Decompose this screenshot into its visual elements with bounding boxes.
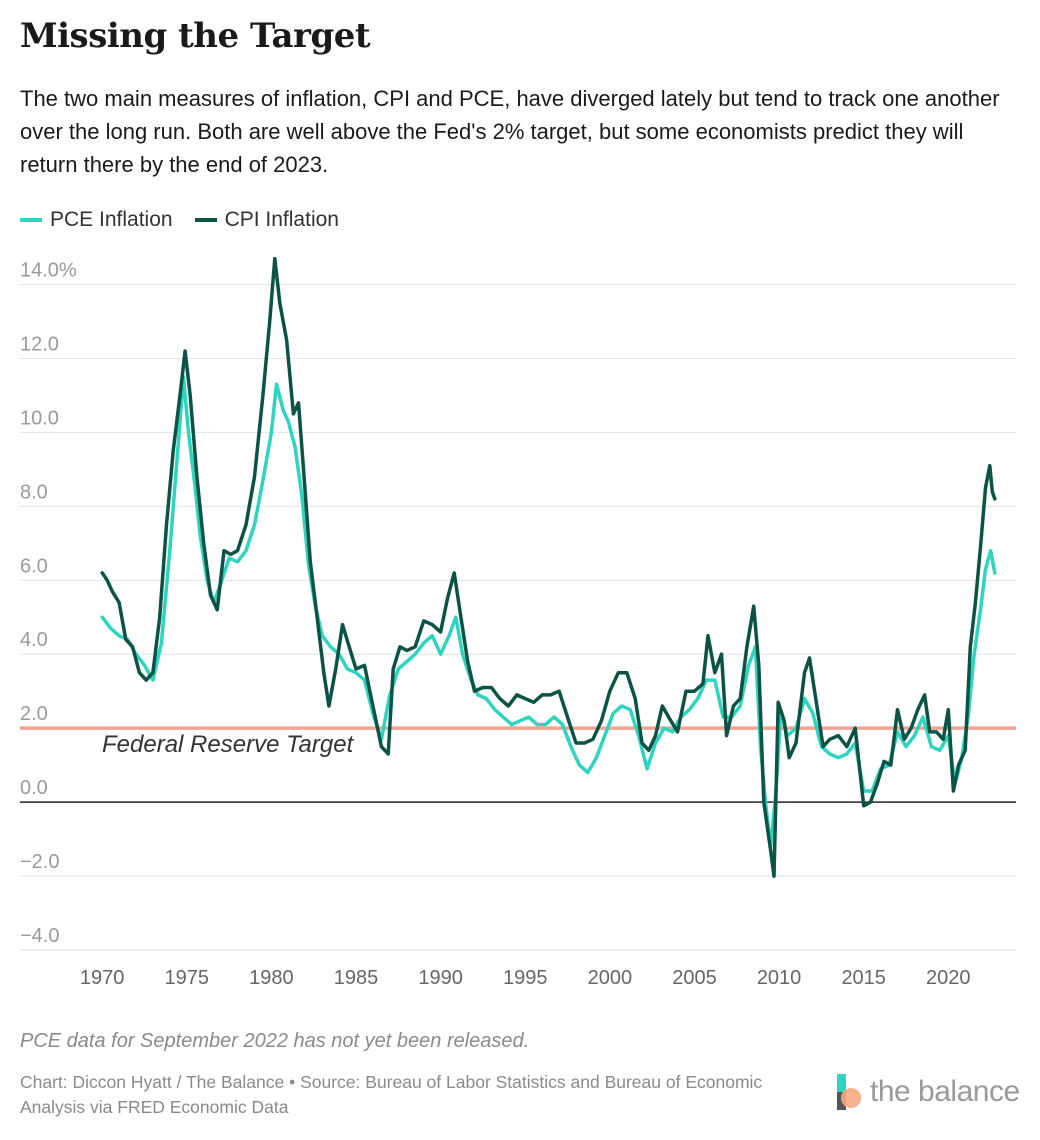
legend: PCE Inflation CPI Inflation [20,208,361,232]
inflation-line-chart: 14.0% 12.0 10.0 8.0 6.0 4.0 2.0 0.0 −2.0 −4.0 1970… [20,256,1016,989]
x-tick-label: 1990 [418,967,463,989]
pce-swatch [20,218,42,222]
x-tick-label: 1980 [249,967,294,989]
y-tick-label: 4.0 [20,629,48,651]
x-tick-label: 2000 [588,967,633,989]
y-tick-label: 8.0 [20,481,48,503]
y-tick-label: 14.0% [20,259,77,281]
brand-name: the balance [870,1075,1020,1108]
legend-label-pce: PCE Inflation [50,208,173,231]
y-tick-label: 6.0 [20,555,48,577]
chart-subtitle: The two main measures of inflation, CPI … [20,86,1000,177]
data-note: PCE data for September 2022 has not yet … [20,1030,530,1052]
y-tick-label: 2.0 [20,703,48,725]
y-tick-label: 10.0 [20,407,59,429]
cpi-swatch [194,218,217,222]
fed-target-label: Federal Reserve Target [102,731,355,758]
source-credit: Chart: Diccon Hyatt / The Balance • Sour… [20,1072,763,1117]
brand-logo: the balance [836,1074,1020,1110]
legend-label-cpi: CPI Inflation [224,208,339,231]
balance-logo-icon [837,1074,861,1110]
pce-series-line [100,375,997,849]
legend-item-pce: PCE Inflation [20,208,173,232]
y-tick-label: −2.0 [20,851,59,873]
x-tick-label: 2010 [757,967,802,989]
x-tick-label: 1995 [503,967,548,989]
y-tick-label: 12.0 [20,333,59,355]
y-tick-label: −4.0 [20,925,59,947]
x-tick-label: 2015 [841,967,886,989]
x-tick-label: 1985 [334,967,379,989]
x-tick-label: 1975 [165,967,210,989]
x-tick-label: 1970 [80,967,125,989]
y-tick-label: 0.0 [20,777,48,799]
cpi-series-line [100,256,997,878]
x-tick-label: 2005 [672,967,717,989]
legend-item-cpi: CPI Inflation [194,208,339,232]
chart-title: Missing the Target [20,16,371,56]
x-tick-label: 2020 [926,967,971,989]
